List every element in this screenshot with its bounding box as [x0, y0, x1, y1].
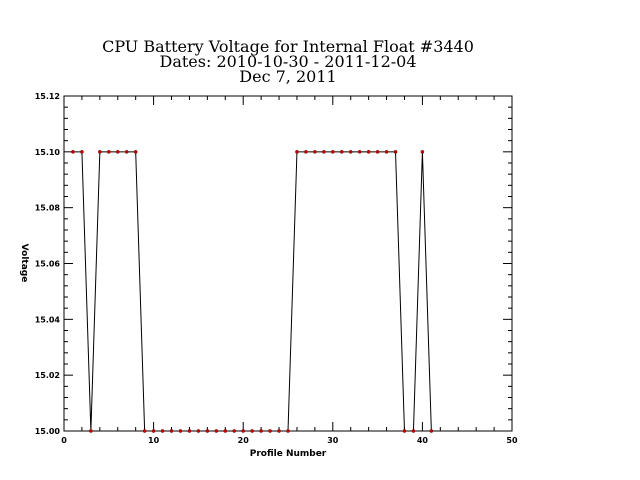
data-point — [160, 429, 165, 433]
chart-title-line-1: CPU Battery Voltage for Internal Float #… — [102, 37, 474, 56]
data-point — [178, 429, 183, 433]
data-point — [151, 429, 156, 433]
y-tick-label: 15.10 — [35, 148, 61, 157]
data-point — [80, 150, 84, 154]
data-point — [277, 429, 281, 433]
data-point — [366, 150, 371, 154]
y-tick-label: 15.00 — [35, 427, 61, 436]
x-tick-label: 40 — [417, 436, 429, 445]
chart-title: CPU Battery Voltage for Internal Float #… — [102, 37, 474, 86]
data-point — [214, 429, 219, 433]
data-point — [429, 429, 434, 433]
series-markers — [71, 150, 434, 433]
x-tick-label: 30 — [327, 436, 339, 445]
y-axis-label: Voltage — [19, 244, 29, 283]
x-tick-label: 20 — [238, 436, 250, 445]
x-tick-label: 50 — [506, 436, 518, 445]
x-axis-label: Profile Number — [250, 449, 327, 459]
data-point — [357, 150, 362, 154]
data-point — [107, 150, 111, 154]
data-point — [124, 150, 129, 154]
data-point — [286, 429, 290, 433]
data-point — [205, 429, 210, 433]
x-tick-label: 0 — [61, 436, 67, 445]
data-point — [250, 429, 254, 433]
data-point — [196, 429, 201, 433]
data-point — [295, 150, 299, 154]
data-point — [268, 429, 272, 433]
data-point — [89, 429, 93, 433]
data-point — [304, 150, 308, 154]
data-point — [411, 429, 416, 433]
data-point — [232, 429, 237, 433]
data-point — [115, 150, 120, 154]
chart-title-line-3: Dec 7, 2011 — [239, 67, 336, 86]
y-tick-label: 15.08 — [35, 204, 61, 213]
data-point — [169, 429, 174, 433]
data-point — [241, 429, 245, 433]
data-point — [142, 429, 147, 433]
data-point — [402, 429, 407, 433]
x-axis-tick-labels: 0 10 20 30 40 50 — [61, 436, 518, 445]
data-point — [223, 429, 228, 433]
y-axis-tick-labels: 15.00 15.02 15.04 15.06 15.08 15.10 15.12 — [35, 92, 61, 436]
data-point — [98, 150, 102, 154]
data-point — [259, 429, 263, 433]
data-point — [187, 429, 192, 433]
data-point — [393, 150, 398, 154]
data-point — [133, 150, 138, 154]
data-point — [420, 150, 425, 154]
data-point — [384, 150, 389, 154]
series-line — [72, 151, 432, 432]
data-point — [313, 150, 317, 154]
data-point — [339, 150, 344, 154]
x-tick-label: 10 — [148, 436, 160, 445]
data-point — [375, 150, 380, 154]
y-axis-ticks — [64, 95, 512, 432]
y-tick-label: 15.04 — [35, 315, 61, 324]
data-point — [348, 150, 353, 154]
data-point — [322, 150, 326, 154]
plot-frame — [63, 95, 513, 432]
data-point — [71, 150, 75, 154]
y-tick-label: 15.06 — [35, 260, 61, 269]
chart-title-line-2: Dates: 2010-10-30 - 2011-12-04 — [159, 52, 416, 71]
y-tick-label: 15.02 — [35, 371, 60, 380]
x-axis-ticks — [63, 96, 513, 431]
data-point — [330, 150, 335, 154]
y-tick-label: 15.12 — [35, 92, 60, 101]
